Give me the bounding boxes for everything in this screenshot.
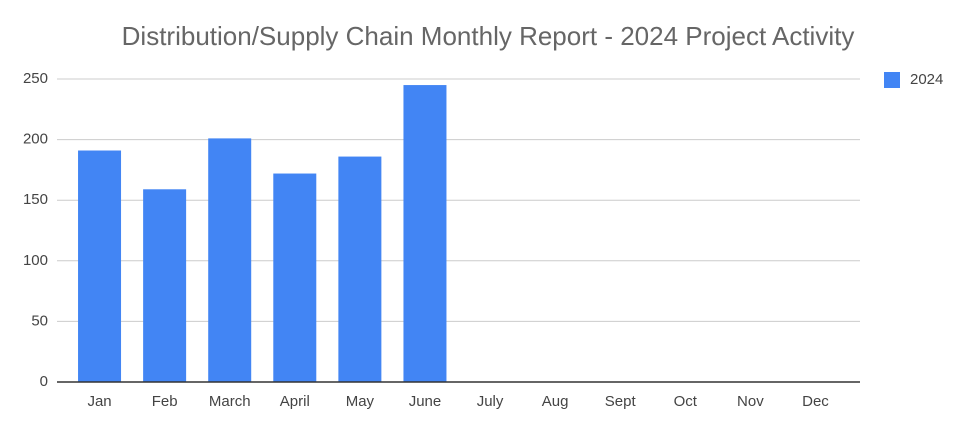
x-tick-label: July	[477, 393, 504, 410]
x-tick-label: March	[209, 393, 251, 410]
x-tick-label: Oct	[674, 393, 698, 410]
legend-label: 2024	[910, 71, 943, 88]
x-tick-label: Jan	[87, 393, 111, 410]
x-tick-label: Sept	[605, 393, 637, 410]
x-tick-label: Aug	[542, 393, 569, 410]
bar	[338, 156, 382, 382]
x-tick-label: Dec	[802, 393, 829, 410]
bar	[143, 189, 187, 382]
y-tick-label: 0	[40, 373, 48, 390]
bar	[208, 138, 252, 382]
x-tick-label: May	[346, 393, 375, 410]
bar	[403, 85, 447, 382]
chart-title: Distribution/Supply Chain Monthly Report…	[122, 21, 855, 51]
y-tick-label: 150	[23, 191, 48, 208]
x-tick-label: April	[280, 393, 310, 410]
x-tick-label: Feb	[152, 393, 178, 410]
legend-swatch	[884, 72, 900, 88]
y-tick-label: 250	[23, 70, 48, 87]
y-tick-label: 100	[23, 252, 48, 269]
x-tick-label: June	[409, 393, 442, 410]
x-tick-label: Nov	[737, 393, 764, 410]
bar	[273, 173, 317, 382]
y-tick-label: 50	[31, 312, 48, 329]
bar	[78, 150, 122, 382]
y-tick-label: 200	[23, 131, 48, 148]
